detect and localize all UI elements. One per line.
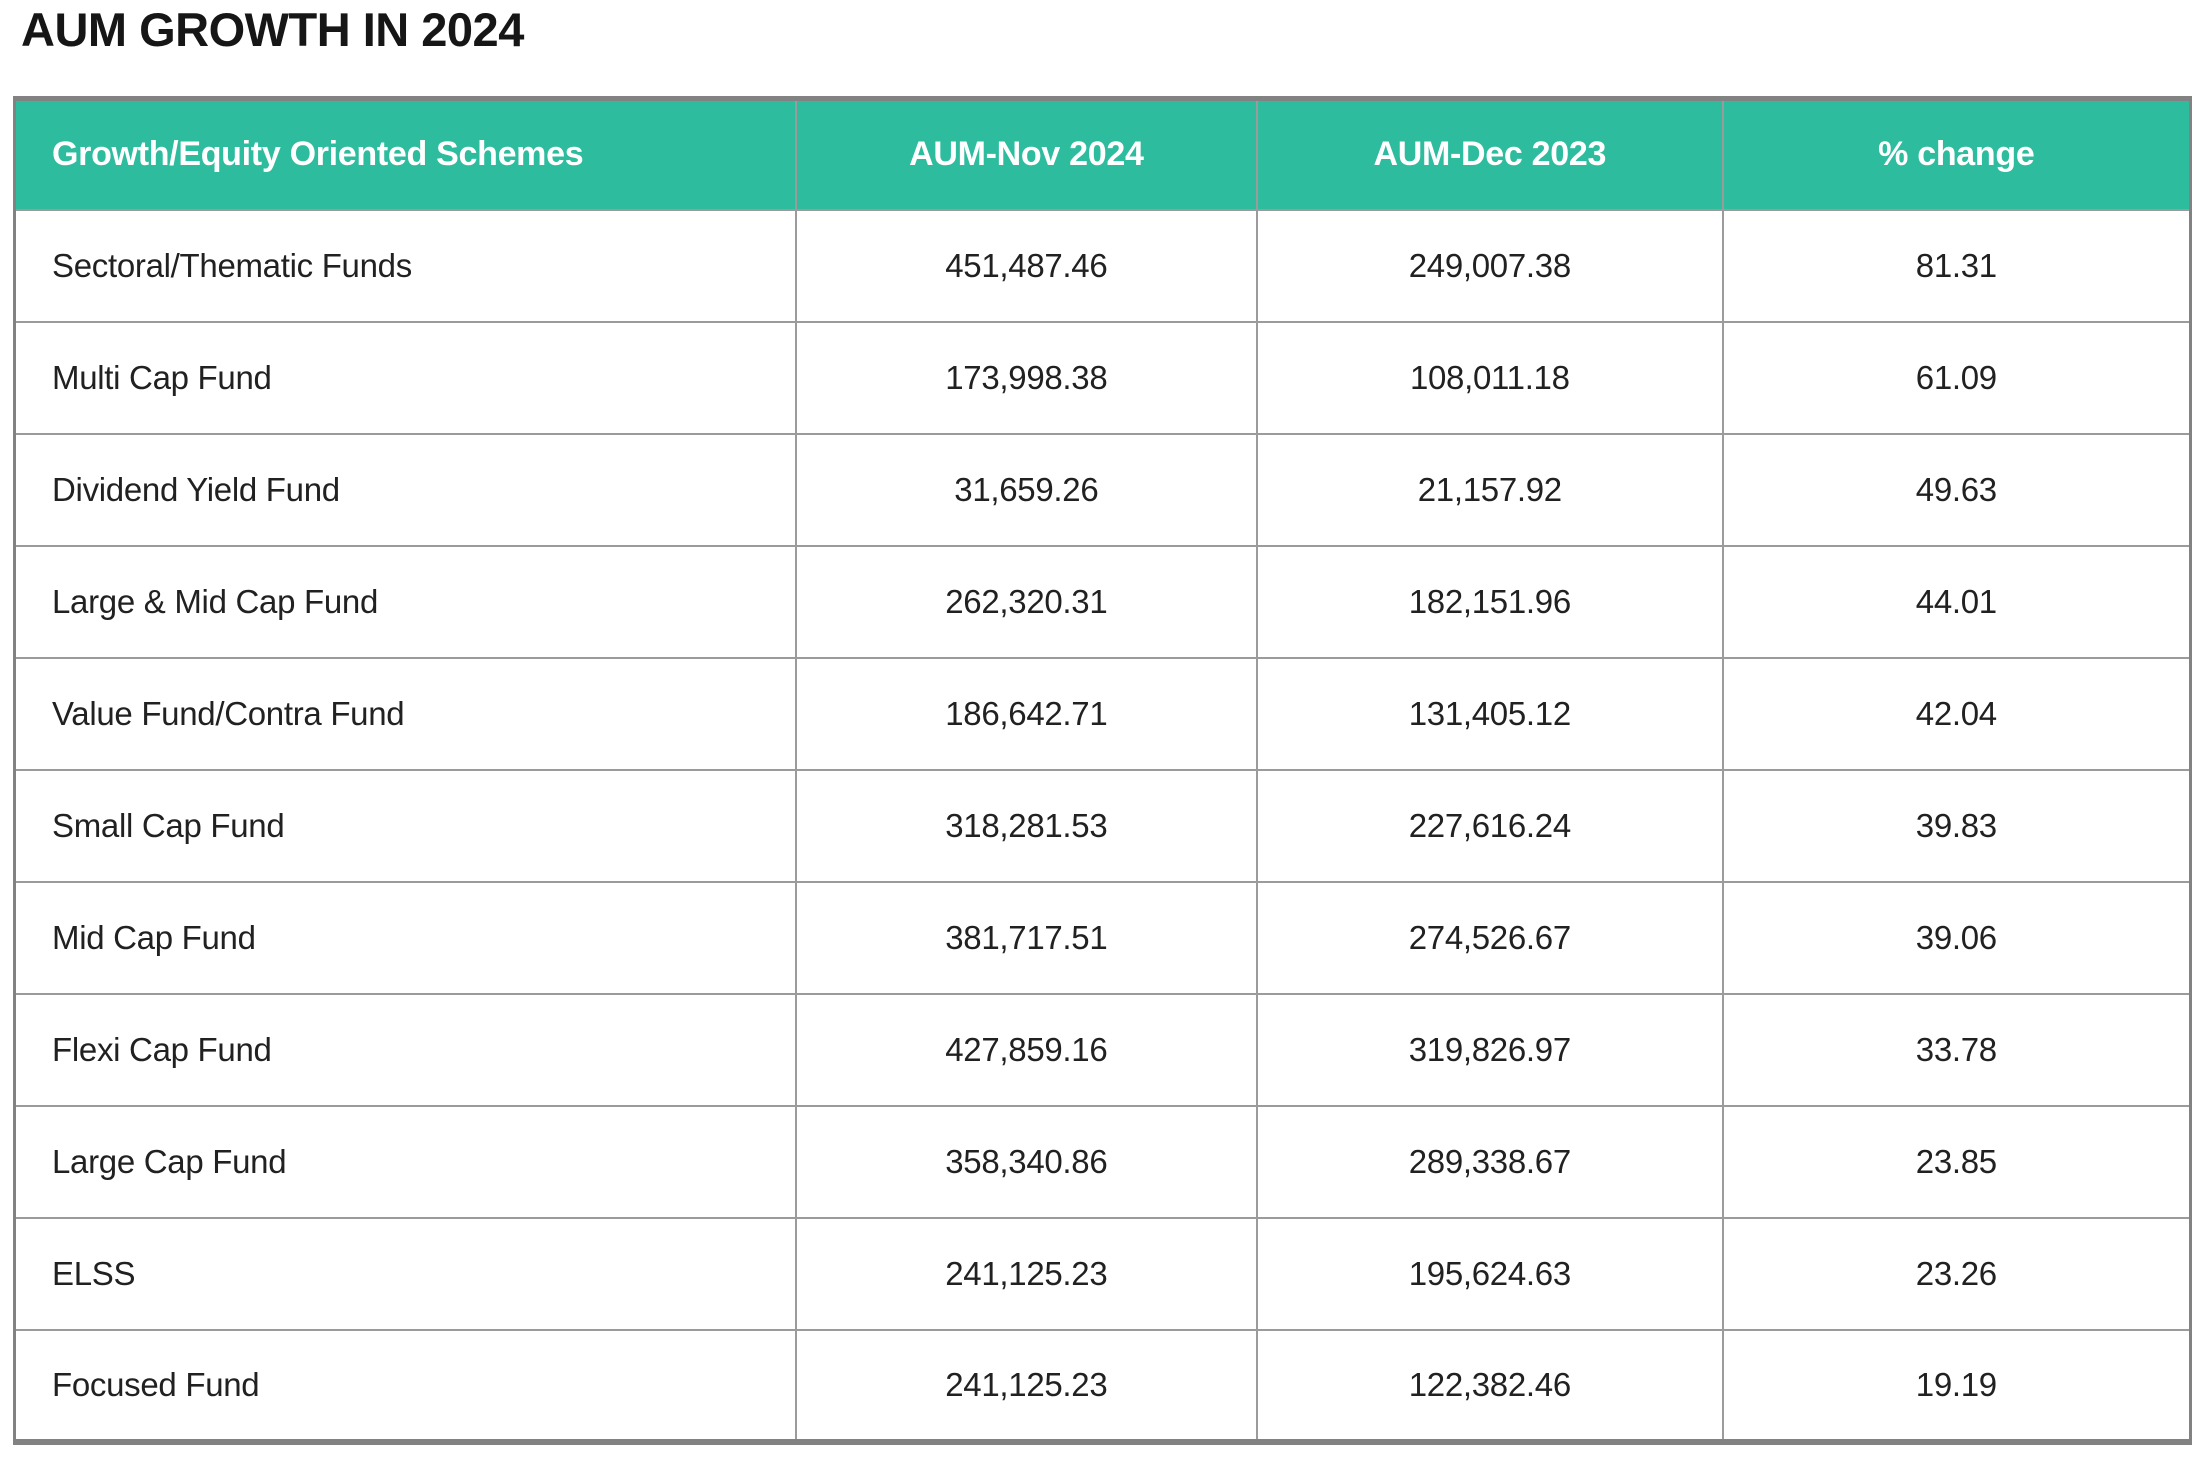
scheme-name-cell: Focused Fund [13, 1328, 797, 1443]
aum-nov-2024-cell: 318,281.53 [794, 768, 1258, 883]
table-row: Multi Cap Fund 173,998.38 108,011.18 61.09 [13, 320, 2192, 435]
aum-nov-2024-cell: 427,859.16 [794, 992, 1258, 1107]
column-header-pct-change: % change [1721, 97, 2192, 211]
aum-growth-table-container: Growth/Equity Oriented Schemes AUM-Nov 2… [13, 96, 2192, 1445]
scheme-name-cell: Large & Mid Cap Fund [13, 544, 797, 659]
aum-nov-2024-cell: 451,487.46 [794, 208, 1258, 323]
table-row: Value Fund/Contra Fund 186,642.71 131,405.… [13, 656, 2192, 771]
table-row: Dividend Yield Fund 31,659.26 21,157.92 49.… [13, 432, 2192, 547]
page-title: AUM GROWTH IN 2024 [21, 3, 524, 56]
scheme-name-cell: Dividend Yield Fund [13, 432, 797, 547]
aum-dec-2023-cell: 319,826.97 [1255, 992, 1724, 1107]
table-row: Large & Mid Cap Fund 262,320.31 182,151.96… [13, 544, 2192, 659]
scheme-name-cell: Small Cap Fund [13, 768, 797, 883]
aum-dec-2023-cell: 108,011.18 [1255, 320, 1724, 435]
aum-dec-2023-cell: 182,151.96 [1255, 544, 1724, 659]
table-header: Growth/Equity Oriented Schemes AUM-Nov 2… [13, 97, 2192, 211]
pct-change-cell: 33.78 [1721, 992, 2192, 1107]
aum-growth-table: Growth/Equity Oriented Schemes AUM-Nov 2… [13, 96, 2192, 1445]
aum-dec-2023-cell: 131,405.12 [1255, 656, 1724, 771]
pct-change-cell: 23.85 [1721, 1104, 2192, 1219]
table-row: Sectoral/Thematic Funds 451,487.46 249,007… [13, 208, 2192, 323]
table-body: Sectoral/Thematic Funds 451,487.46 249,007… [13, 208, 2192, 1443]
aum-nov-2024-cell: 241,125.23 [794, 1216, 1258, 1331]
table-row: Mid Cap Fund 381,717.51 274,526.67 39.06 [13, 880, 2192, 995]
aum-dec-2023-cell: 122,382.46 [1255, 1328, 1724, 1443]
scheme-name-cell: Value Fund/Contra Fund [13, 656, 797, 771]
scheme-name-cell: Flexi Cap Fund [13, 992, 797, 1107]
pct-change-cell: 23.26 [1721, 1216, 2192, 1331]
aum-dec-2023-cell: 274,526.67 [1255, 880, 1724, 995]
aum-nov-2024-cell: 262,320.31 [794, 544, 1258, 659]
aum-nov-2024-cell: 381,717.51 [794, 880, 1258, 995]
aum-dec-2023-cell: 227,616.24 [1255, 768, 1724, 883]
header-row: Growth/Equity Oriented Schemes AUM-Nov 2… [13, 97, 2192, 211]
aum-dec-2023-cell: 21,157.92 [1255, 432, 1724, 547]
pct-change-cell: 81.31 [1721, 208, 2192, 323]
table-row: Focused Fund 241,125.23 122,382.46 19.19 [13, 1328, 2192, 1443]
pct-change-cell: 61.09 [1721, 320, 2192, 435]
aum-dec-2023-cell: 289,338.67 [1255, 1104, 1724, 1219]
pct-change-cell: 42.04 [1721, 656, 2192, 771]
aum-nov-2024-cell: 186,642.71 [794, 656, 1258, 771]
aum-nov-2024-cell: 241,125.23 [794, 1328, 1258, 1443]
scheme-name-cell: Mid Cap Fund [13, 880, 797, 995]
table-row: ELSS 241,125.23 195,624.63 23.26 [13, 1216, 2192, 1331]
scheme-name-cell: Large Cap Fund [13, 1104, 797, 1219]
scheme-name-cell: Multi Cap Fund [13, 320, 797, 435]
pct-change-cell: 39.06 [1721, 880, 2192, 995]
pct-change-cell: 39.83 [1721, 768, 2192, 883]
pct-change-cell: 19.19 [1721, 1328, 2192, 1443]
column-header-aum-dec-2023: AUM-Dec 2023 [1255, 97, 1724, 211]
column-header-schemes: Growth/Equity Oriented Schemes [13, 97, 797, 211]
table-row: Large Cap Fund 358,340.86 289,338.67 23.85 [13, 1104, 2192, 1219]
column-header-aum-nov-2024: AUM-Nov 2024 [794, 97, 1258, 211]
pct-change-cell: 44.01 [1721, 544, 2192, 659]
aum-nov-2024-cell: 173,998.38 [794, 320, 1258, 435]
aum-nov-2024-cell: 31,659.26 [794, 432, 1258, 547]
scheme-name-cell: ELSS [13, 1216, 797, 1331]
aum-dec-2023-cell: 249,007.38 [1255, 208, 1724, 323]
table-row: Flexi Cap Fund 427,859.16 319,826.97 33.78 [13, 992, 2192, 1107]
pct-change-cell: 49.63 [1721, 432, 2192, 547]
scheme-name-cell: Sectoral/Thematic Funds [13, 208, 797, 323]
table-row: Small Cap Fund 318,281.53 227,616.24 39.83 [13, 768, 2192, 883]
aum-nov-2024-cell: 358,340.86 [794, 1104, 1258, 1219]
aum-dec-2023-cell: 195,624.63 [1255, 1216, 1724, 1331]
